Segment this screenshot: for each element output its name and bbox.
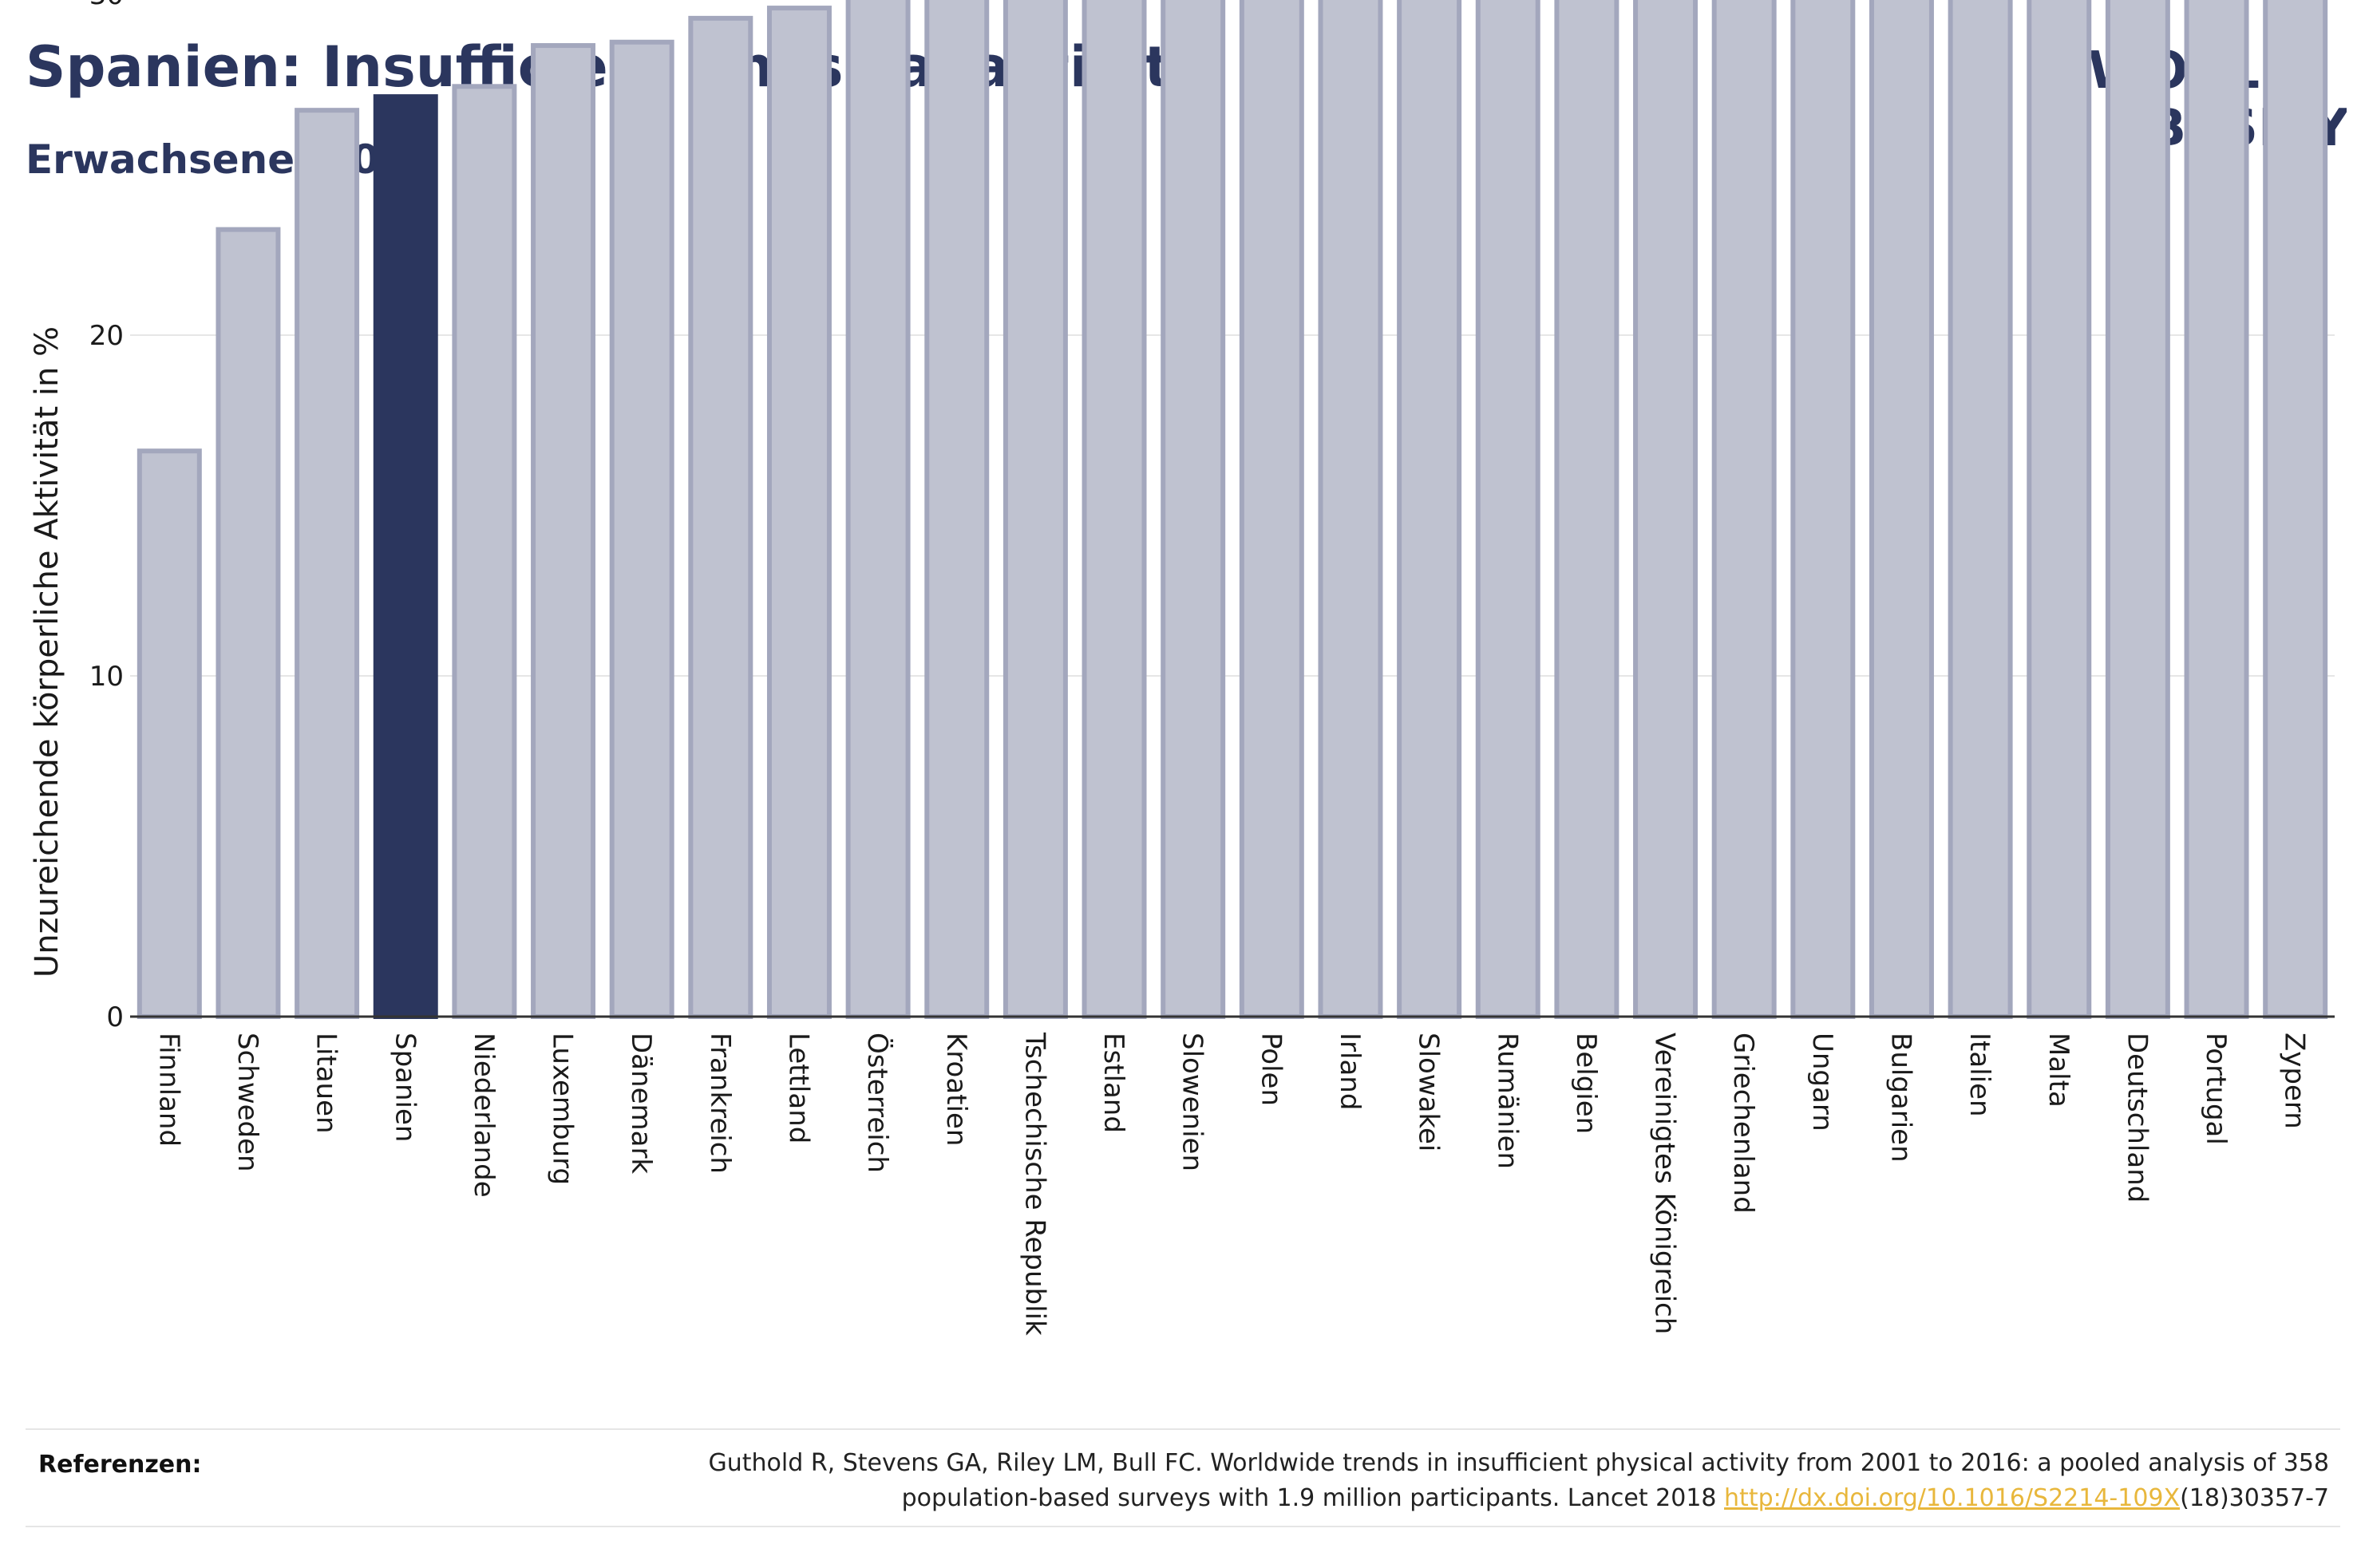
x-category-label: Zypern [2279,1033,2311,1129]
x-category-label: Ungarn [1806,1033,1838,1132]
x-category-label: Dänemark [625,1033,657,1174]
bar [531,43,596,1019]
x-category-label: Lettland [782,1033,814,1143]
y-axis-title: Unzureichende körperliche Aktivität in % [29,326,65,978]
doi-link[interactable]: http://dx.doi.org/10.1016/S2214-109X [1724,1483,2181,1512]
bar [1633,0,1699,1020]
x-category-label: Rumänien [1491,1033,1523,1169]
y-tick-label: 20 [89,320,124,352]
x-category-label: Litauen [310,1033,342,1134]
footer-divider-bottom [26,1526,2340,1527]
x-category-label: Deutschland [2121,1033,2153,1203]
bar [688,15,753,1019]
bar [136,448,202,1019]
x-category-label: Bulgarien [1884,1033,1916,1163]
x-category-label: Kroatien [940,1033,972,1146]
bar [1003,0,1068,1019]
bar [1318,0,1383,1020]
x-category-label: Österreich [861,1033,894,1173]
bar [1554,0,1619,1020]
bar [2263,0,2328,1019]
references-text: Guthold R, Stevens GA, Riley LM, Bull FC… [493,1446,2329,1515]
bar [1711,0,1777,1020]
x-category-label: Griechenland [1727,1033,1759,1214]
x-category-label: Spanien [389,1033,421,1142]
y-tick-label: 0 [106,1001,124,1033]
reference-line-2-end: (18)30357-7 [2180,1483,2329,1512]
bar-chart: 010203040 FinnlandSchwedenLitauenSpanien… [29,0,2335,1336]
x-category-label: Italien [1964,1033,1995,1117]
bar [1475,0,1540,1019]
x-category-label: Malta [2043,1033,2074,1108]
x-category-label: Niederlande [468,1033,500,1198]
x-category-label: Belgien [1570,1033,1602,1134]
x-category-label: Vereinigtes Königreich [1649,1033,1681,1334]
bar [1869,0,1934,1019]
bar [2184,0,2249,1020]
x-category-label: Frankreich [704,1033,736,1174]
bar [766,6,832,1020]
x-category-label: Irland [1334,1033,1366,1110]
bar [1397,0,1462,1019]
bar [216,227,281,1019]
bar [1161,0,1226,1019]
bar [1239,0,1304,1019]
x-category-labels: Finnland Schweden Litauen Spanien Niederland… [152,1032,2310,1336]
reference-line-2-start: population-based surveys with 1.9 millio… [901,1483,1725,1512]
bar [609,39,674,1019]
reference-line-1: Guthold R, Stevens GA, Riley LM, Bull FC… [708,1449,2329,1477]
footer-divider-top [26,1428,2340,1430]
y-tick-label: 10 [89,661,124,693]
x-category-label: Polen [1255,1033,1287,1106]
bar [295,108,360,1019]
bars [136,0,2328,1020]
x-category-label: Portugal [2200,1033,2232,1145]
x-category-label: Tschechische Republik [1018,1032,1050,1336]
bar [1948,0,2013,1020]
y-tick-labels: 010203040 [89,0,124,1033]
page-subtitle: Erwachsene, 2016 [26,136,435,183]
x-category-label: Finnland [152,1033,184,1147]
bar [452,84,517,1019]
references-label: Referenzen: [38,1451,202,1479]
x-category-label: Estland [1097,1033,1129,1133]
bar [2027,0,2092,1019]
bar [845,0,911,1020]
x-category-label: Schweden [231,1033,263,1172]
bar-highlight [373,94,438,1020]
y-tick-label: 30 [89,0,124,11]
x-category-label: Luxemburg [547,1033,579,1185]
bar [924,0,990,1019]
reference-line-2: population-based surveys with 1.9 millio… [493,1481,2329,1516]
bar [2105,0,2170,1019]
x-category-label: Slowakei [1413,1033,1445,1151]
bar [1082,0,1147,1020]
bar [1790,0,1856,1019]
x-category-label: Slowenien [1177,1033,1208,1171]
